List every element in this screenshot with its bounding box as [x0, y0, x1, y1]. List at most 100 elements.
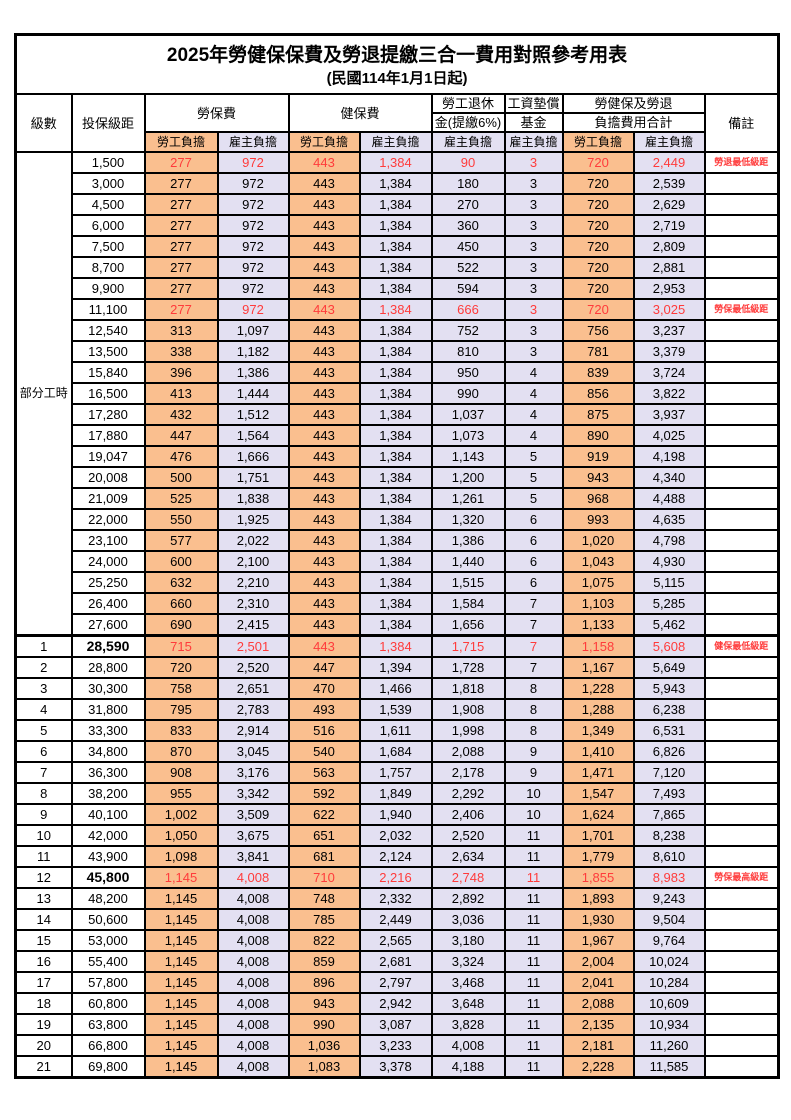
remark-cell [703, 592, 780, 615]
labor-insurance-employer-cell: 1,386 [216, 361, 290, 384]
pension-employer-cell: 1,728 [430, 656, 506, 679]
total-employee-cell: 839 [561, 361, 635, 384]
total-employee-cell: 720 [561, 193, 635, 216]
table-row: 20,008 500 1,751 443 1,384 1,200 5 943 4,340 [16, 466, 780, 489]
health-insurance-employee-cell: 896 [287, 971, 361, 994]
pension-employer-cell: 2,748 [430, 866, 506, 889]
table-row: 17 57,800 1,145 4,008 896 2,797 3,468 11 2,041 10… [14, 971, 780, 994]
health-insurance-employer-cell: 1,384 [358, 571, 433, 594]
pension-employer-cell: 3,180 [430, 929, 506, 952]
remark-cell [703, 487, 780, 510]
remark-cell [703, 172, 780, 195]
health-insurance-employee-cell: 443 [287, 172, 361, 195]
health-insurance-employee-cell: 622 [287, 803, 361, 826]
labor-insurance-employee-cell: 577 [143, 529, 219, 552]
total-employer-cell: 4,798 [632, 529, 706, 552]
health-insurance-employer-cell: 1,384 [358, 592, 433, 615]
health-insurance-employee-cell: 443 [287, 571, 361, 594]
health-insurance-employee-cell: 443 [287, 151, 361, 174]
remark-cell [703, 613, 780, 637]
total-employer-cell: 10,284 [632, 971, 706, 994]
total-employer-cell: 3,025 [632, 298, 706, 321]
bracket-cell: 19,047 [70, 445, 146, 468]
bracket-cell: 17,280 [70, 403, 146, 426]
total-employee-cell: 1,075 [561, 571, 635, 594]
labor-insurance-employer-cell: 1,444 [216, 382, 290, 405]
health-insurance-employee-cell: 943 [287, 992, 361, 1015]
labor-insurance-employer-cell: 4,008 [216, 1013, 290, 1036]
health-insurance-employee-cell: 443 [287, 529, 361, 552]
health-insurance-employer-cell: 2,332 [358, 887, 433, 910]
bracket-cell: 28,590 [70, 634, 146, 658]
remark-cell [703, 424, 780, 447]
health-insurance-employee-cell: 443 [287, 403, 361, 426]
bracket-cell: 25,250 [70, 571, 146, 594]
health-insurance-employee-cell: 443 [287, 340, 361, 363]
health-insurance-employee-cell: 443 [287, 235, 361, 258]
remark-cell [703, 529, 780, 552]
labor-insurance-employer-cell: 3,342 [216, 782, 290, 805]
health-insurance-employee-cell: 443 [287, 592, 361, 615]
table-row: 7 36,300 908 3,176 563 1,757 2,178 9 1,471 7,120 [14, 761, 780, 784]
wage-fund-employer-cell: 6 [503, 529, 564, 552]
total-employer-cell: 2,953 [632, 277, 706, 300]
labor-insurance-employer-cell: 3,841 [216, 845, 290, 868]
wage-fund-employer-cell: 8 [503, 677, 564, 700]
labor-insurance-employer-cell: 1,512 [216, 403, 290, 426]
pension-employer-cell: 1,515 [430, 571, 506, 594]
remark-cell [703, 971, 780, 994]
table-row: 2 28,800 720 2,520 447 1,394 1,728 7 1,167 5,649 [14, 656, 780, 679]
bracket-cell: 3,000 [70, 172, 146, 195]
total-employer-cell: 9,764 [632, 929, 706, 952]
wage-fund-employer-cell: 4 [503, 424, 564, 447]
health-insurance-employer-cell: 3,233 [358, 1034, 433, 1057]
wage-fund-employer-cell: 11 [503, 1055, 564, 1079]
total-employee-cell: 720 [561, 151, 635, 174]
bracket-cell: 1,500 [70, 151, 146, 174]
table-row: 8,700 277 972 443 1,384 522 3 720 2,881 [16, 256, 780, 279]
remark-cell [703, 887, 780, 910]
labor-insurance-employee-cell: 396 [143, 361, 219, 384]
total-employer-cell: 10,609 [632, 992, 706, 1015]
labor-insurance-employee-cell: 758 [143, 677, 219, 700]
health-insurance-employer-cell: 1,384 [358, 508, 433, 531]
remark-cell [703, 193, 780, 216]
bracket-cell: 8,700 [70, 256, 146, 279]
labor-insurance-employer-cell: 972 [216, 235, 290, 258]
remark-cell [703, 382, 780, 405]
health-insurance-employer-cell: 1,384 [358, 634, 433, 658]
remark-cell [703, 508, 780, 531]
total-employee-cell: 2,041 [561, 971, 635, 994]
level-cell: 17 [14, 971, 73, 994]
total-employee-cell: 1,855 [561, 866, 635, 889]
labor-insurance-employer-cell: 972 [216, 277, 290, 300]
total-employee-cell: 1,624 [561, 803, 635, 826]
total-employee-cell: 1,779 [561, 845, 635, 868]
labor-insurance-employer-cell: 1,666 [216, 445, 290, 468]
remark-cell: 勞保最低級距 [703, 298, 780, 321]
pension-employer-cell: 2,892 [430, 887, 506, 910]
wage-fund-employer-cell: 11 [503, 971, 564, 994]
total-employee-cell: 1,930 [561, 908, 635, 931]
pension-employer-cell: 1,320 [430, 508, 506, 531]
labor-insurance-employer-cell: 4,008 [216, 908, 290, 931]
labor-insurance-employee-cell: 1,145 [143, 1013, 219, 1036]
table-row: 11,100 277 972 443 1,384 666 3 720 3,025 勞保最低級距 [16, 298, 780, 321]
labor-insurance-employee-cell: 447 [143, 424, 219, 447]
header-row-1: 級數 投保級距 勞保費 健保費 勞工退休 工資墊償 勞健保及勞退 備註 [14, 93, 780, 153]
health-insurance-employer-cell: 1,384 [358, 403, 433, 426]
total-employer-cell: 5,462 [632, 613, 706, 637]
total-employer-cell: 6,531 [632, 719, 706, 742]
remark-cell [703, 782, 780, 805]
wage-fund-employer-cell: 11 [503, 908, 564, 931]
col-header-bracket: 投保級距 [70, 93, 146, 153]
labor-insurance-employer-cell: 1,182 [216, 340, 290, 363]
bracket-cell: 66,800 [70, 1034, 146, 1057]
total-employee-cell: 1,228 [561, 677, 635, 700]
health-insurance-employee-cell: 443 [287, 382, 361, 405]
bracket-cell: 15,840 [70, 361, 146, 384]
labor-insurance-employee-cell: 525 [143, 487, 219, 510]
wage-fund-employer-cell: 6 [503, 550, 564, 573]
bracket-cell: 69,800 [70, 1055, 146, 1079]
total-employee-cell: 781 [561, 340, 635, 363]
